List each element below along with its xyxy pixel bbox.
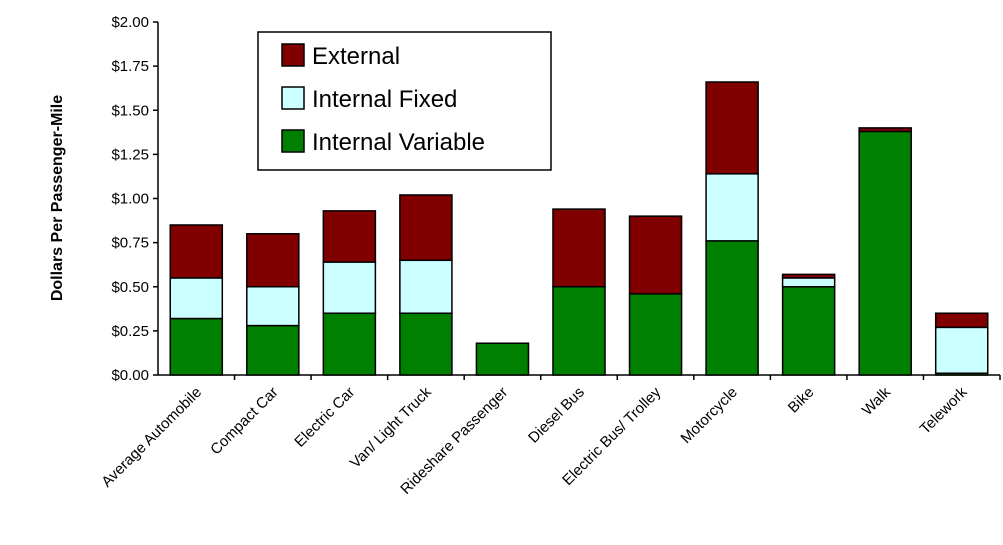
bar-segment	[246, 286, 300, 327]
bar-segment	[552, 286, 606, 376]
bar-segment	[399, 312, 453, 376]
legend-swatch	[281, 43, 305, 67]
y-tick-label: $0.75	[111, 235, 149, 252]
bar-segment	[705, 81, 759, 175]
bar-segment	[781, 277, 836, 288]
x-tick-label: Electric Car	[291, 384, 358, 451]
x-tick-label: Van/ Light Truck	[347, 383, 435, 471]
legend: External Internal Fixed Internal Variable	[257, 31, 552, 171]
bar-segment	[705, 240, 759, 376]
y-tick-label: $0.00	[111, 367, 149, 384]
bar-segment	[628, 215, 683, 295]
legend-label: Internal Fixed	[312, 86, 457, 113]
y-tick-label: $1.25	[111, 146, 149, 163]
y-tick-label: $1.75	[111, 58, 149, 75]
y-tick-label: $1.00	[111, 191, 149, 208]
legend-label: Internal Variable	[312, 129, 485, 156]
bar-segment	[322, 312, 377, 376]
y-tick-label: $0.50	[111, 279, 149, 296]
bar-segment	[781, 286, 836, 376]
x-tick-label: Telework	[917, 383, 971, 437]
bar-segment	[246, 324, 300, 376]
bar-segment	[399, 194, 453, 262]
bar-segment	[475, 342, 530, 376]
y-tick-label: $0.25	[111, 323, 149, 340]
bar-segment	[169, 317, 224, 376]
legend-swatch	[281, 129, 305, 153]
bar-segment	[169, 277, 224, 320]
legend-swatch	[281, 86, 305, 110]
x-tick-label: Compact Car	[207, 384, 282, 459]
bar-segment	[934, 312, 989, 329]
y-axis-label: Dollars Per Passenger-Mile	[49, 95, 66, 301]
bar-segment	[705, 173, 759, 242]
y-tick-label: $1.50	[111, 102, 149, 119]
bar-segment	[246, 233, 300, 288]
y-tick-label: $2.00	[111, 14, 149, 31]
bar-segment	[858, 127, 912, 133]
bar-segment	[169, 224, 224, 279]
legend-box	[257, 31, 552, 171]
bar-segment	[552, 208, 606, 288]
bar-segment	[399, 259, 453, 314]
bar-segment	[322, 261, 377, 314]
x-tick-label: Motorcycle	[678, 384, 741, 447]
x-tick-label: Average Automobile	[98, 384, 205, 491]
bar-segment	[934, 326, 989, 374]
bar-segment	[781, 273, 836, 279]
x-tick-label: Diesel Bus	[525, 384, 588, 447]
bar-segment	[322, 210, 377, 263]
x-tick-label: Bike	[785, 384, 818, 417]
x-tick-label: Walk	[859, 383, 895, 419]
bar-segment	[858, 130, 912, 376]
bar-segment	[628, 293, 683, 376]
legend-label: External	[312, 43, 400, 70]
